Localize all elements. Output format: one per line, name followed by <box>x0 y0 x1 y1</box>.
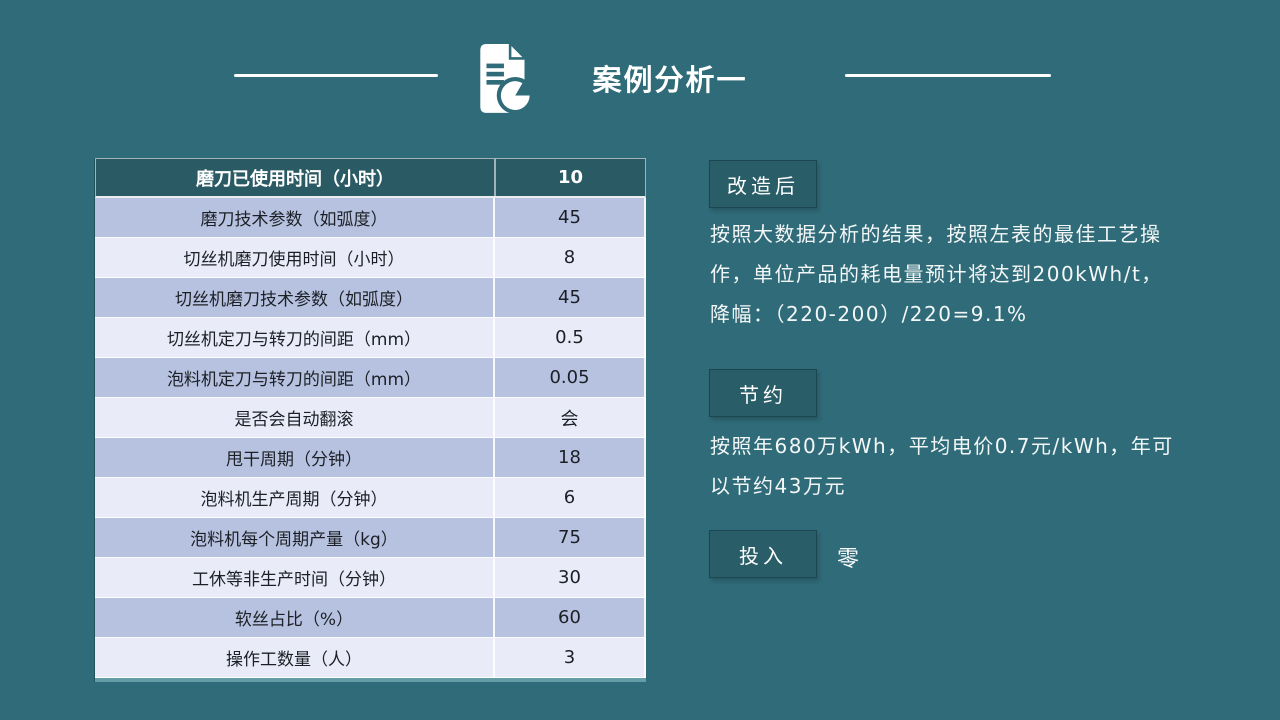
badge-savings: 节约 <box>709 369 817 417</box>
row-value: 30 <box>493 558 644 597</box>
table-row: 甩干周期（分钟） 18 <box>95 438 646 478</box>
row-value: 3 <box>493 638 644 677</box>
table-row: 泡料机定刀与转刀的间距（mm） 0.05 <box>95 358 646 398</box>
badge-after-renovation: 改造后 <box>709 160 817 208</box>
table-row: 软丝占比（%） 60 <box>95 598 646 638</box>
row-value: 会 <box>493 398 644 437</box>
row-value: 0.5 <box>493 318 644 357</box>
row-label: 泡料机每个周期产量（kg） <box>190 530 398 550</box>
table-row: 是否会自动翻滚 会 <box>95 398 646 438</box>
row-value: 45 <box>493 198 644 237</box>
title-left-line <box>234 74 438 77</box>
page-title: 案例分析一 <box>592 63 748 97</box>
investment-value: 零 <box>837 547 862 572</box>
row-label: 是否会自动翻滚 <box>234 410 354 430</box>
table-row: 切丝机磨刀使用时间（小时） 8 <box>95 238 646 278</box>
table-row: 泡料机每个周期产量（kg） 75 <box>95 518 646 558</box>
row-label: 切丝机定刀与转刀的间距（mm） <box>166 330 422 350</box>
table-body: 磨刀技术参数（如弧度） 45 切丝机磨刀使用时间（小时） 8 切丝机磨刀技术参数… <box>95 198 646 678</box>
document-chart-icon <box>480 42 534 114</box>
table-row: 切丝机磨刀技术参数（如弧度） 45 <box>95 278 646 318</box>
parameters-table: 磨刀已使用时间（小时） 10 磨刀技术参数（如弧度） 45 切丝机磨刀使用时间（… <box>95 158 646 682</box>
title-right-line <box>845 74 1051 77</box>
table-header-row: 磨刀已使用时间（小时） 10 <box>95 158 646 198</box>
table-row: 泡料机生产周期（分钟） 6 <box>95 478 646 518</box>
table-header-label: 磨刀已使用时间（小时） <box>196 168 394 190</box>
table-row: 操作工数量（人） 3 <box>95 638 646 678</box>
row-value: 18 <box>493 438 644 477</box>
row-label: 甩干周期（分钟） <box>226 450 362 470</box>
row-label: 切丝机磨刀使用时间（小时） <box>183 250 405 270</box>
table-row: 磨刀技术参数（如弧度） 45 <box>95 198 646 238</box>
badge-investment: 投入 <box>709 530 817 578</box>
table-row: 工休等非生产时间（分钟） 30 <box>95 558 646 598</box>
row-label: 磨刀技术参数（如弧度） <box>200 210 388 230</box>
row-value: 6 <box>493 478 644 517</box>
after-renovation-text: 按照大数据分析的结果，按照左表的最佳工艺操 作，单位产品的耗电量预计将达到200… <box>710 222 1163 326</box>
row-value: 0.05 <box>493 358 644 397</box>
row-value: 8 <box>493 238 644 277</box>
savings-text: 按照年680万kWh，平均电价0.7元/kWh，年可 以节约43万元 <box>710 434 1174 498</box>
row-label: 操作工数量（人） <box>226 650 362 670</box>
row-label: 泡料机定刀与转刀的间距（mm） <box>166 370 422 390</box>
table-row: 切丝机定刀与转刀的间距（mm） 0.5 <box>95 318 646 358</box>
row-value: 60 <box>493 598 644 637</box>
row-label: 切丝机磨刀技术参数（如弧度） <box>175 290 413 310</box>
row-label: 软丝占比（%） <box>234 610 354 630</box>
row-value: 75 <box>493 518 644 557</box>
row-value: 45 <box>493 278 644 317</box>
table-header-value: 10 <box>494 159 645 196</box>
row-label: 工休等非生产时间（分钟） <box>192 570 396 590</box>
row-label: 泡料机生产周期（分钟） <box>200 490 388 510</box>
